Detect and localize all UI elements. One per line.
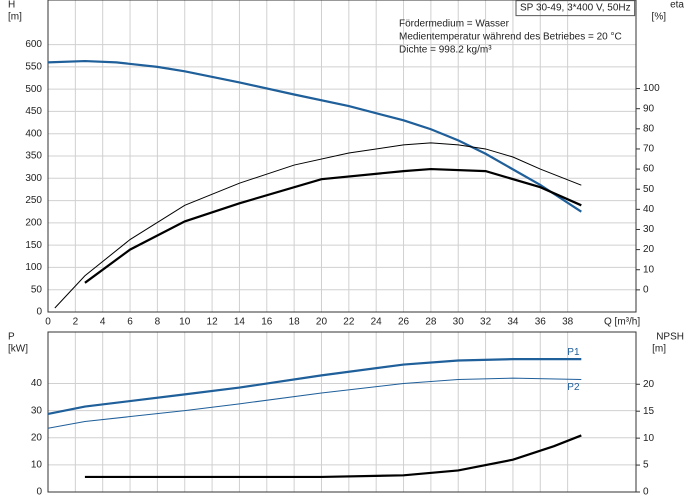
y-tick-label: 600 xyxy=(25,39,42,50)
x-tick-label: 36 xyxy=(535,317,547,328)
annotation: Dichte = 998.2 kg/m³ xyxy=(399,45,492,56)
y2-tick-label: 5 xyxy=(643,460,649,471)
y2-tick-label: 0 xyxy=(643,487,649,498)
y2-unit: [m] xyxy=(652,344,666,355)
y-tick-label: 500 xyxy=(25,84,42,95)
y2-label: eta xyxy=(670,0,684,11)
y2-tick-label: 10 xyxy=(643,433,655,444)
info-box-frame xyxy=(515,0,636,17)
x-tick-label: 2 xyxy=(73,317,79,328)
y-tick-label: 450 xyxy=(25,106,42,117)
y2-tick-label: 90 xyxy=(643,103,655,114)
y-tick-label: 200 xyxy=(25,217,42,228)
y2-tick-label: 15 xyxy=(643,406,655,417)
y2-label: NPSH xyxy=(656,332,684,343)
x-tick-label: 10 xyxy=(179,317,191,328)
x-tick-label: 16 xyxy=(261,317,273,328)
x-tick-label: 0 xyxy=(45,317,51,328)
y2-tick-label: 20 xyxy=(643,244,655,255)
y-unit: [kW] xyxy=(8,344,28,355)
x-tick-label: 8 xyxy=(155,317,161,328)
curve xyxy=(84,434,582,479)
y-label: H xyxy=(8,0,15,11)
y2-tick-label: 10 xyxy=(643,264,655,275)
y-tick-label: 10 xyxy=(31,460,43,471)
y-tick-label: 40 xyxy=(31,378,43,389)
curve xyxy=(47,358,582,415)
curve xyxy=(84,167,582,284)
plot-frame xyxy=(47,331,637,493)
y2-unit: [%] xyxy=(652,12,667,23)
annotation: Medientemperatur während des Betriebes =… xyxy=(399,32,622,43)
x-tick-label: 14 xyxy=(234,317,246,328)
y-tick-label: 20 xyxy=(31,432,43,443)
x-tick-label: 32 xyxy=(480,317,492,328)
y2-tick-label: 0 xyxy=(643,284,649,295)
x-tick-label: 38 xyxy=(562,317,574,328)
y-tick-label: 0 xyxy=(36,307,42,318)
y2-tick-label: 40 xyxy=(643,204,655,215)
y-tick-label: 100 xyxy=(25,262,42,273)
x-tick-label: 30 xyxy=(453,317,465,328)
y-label: P xyxy=(8,332,15,343)
x-tick-label: 34 xyxy=(507,317,519,328)
y-tick-label: 300 xyxy=(25,173,42,184)
y2-tick-label: 60 xyxy=(643,164,655,175)
x-tick-label: 26 xyxy=(398,317,410,328)
curve xyxy=(54,142,582,309)
x-tick-label: 12 xyxy=(207,317,219,328)
y2-tick-label: 20 xyxy=(643,379,655,390)
x-tick-label: 18 xyxy=(289,317,301,328)
curve xyxy=(47,59,582,213)
info-box-text: SP 30-49, 3*400 V, 50Hz xyxy=(520,3,631,14)
y2-tick-label: 70 xyxy=(643,144,655,155)
y-tick-label: 150 xyxy=(25,240,42,251)
y-tick-label: 400 xyxy=(25,128,42,139)
y2-tick-label: 30 xyxy=(643,224,655,235)
plot-frame xyxy=(47,0,637,313)
y-tick-label: 350 xyxy=(25,151,42,162)
curve xyxy=(47,377,582,429)
y-unit: [m] xyxy=(8,12,22,23)
y-tick-label: 30 xyxy=(31,405,43,416)
x-tick-label: 24 xyxy=(371,317,383,328)
x-tick-label: 4 xyxy=(100,317,106,328)
y2-tick-label: 100 xyxy=(643,83,660,94)
annotation: Fördermedium = Wasser xyxy=(399,19,510,30)
curve-label: P1 xyxy=(567,347,580,358)
x-label: Q [m³/h] xyxy=(604,317,640,328)
info-box: SP 30-49, 3*400 V, 50Hz xyxy=(515,0,636,17)
x-tick-label: 20 xyxy=(316,317,328,328)
y-tick-label: 50 xyxy=(31,284,43,295)
y2-tick-label: 80 xyxy=(643,123,655,134)
curve-label: P2 xyxy=(567,382,580,393)
y2-tick-label: 50 xyxy=(643,184,655,195)
x-tick-label: 28 xyxy=(425,317,437,328)
y-tick-label: 0 xyxy=(36,487,42,498)
y-tick-label: 550 xyxy=(25,61,42,72)
x-tick-label: 22 xyxy=(343,317,355,328)
y-tick-label: 250 xyxy=(25,195,42,206)
x-tick-label: 6 xyxy=(127,317,133,328)
